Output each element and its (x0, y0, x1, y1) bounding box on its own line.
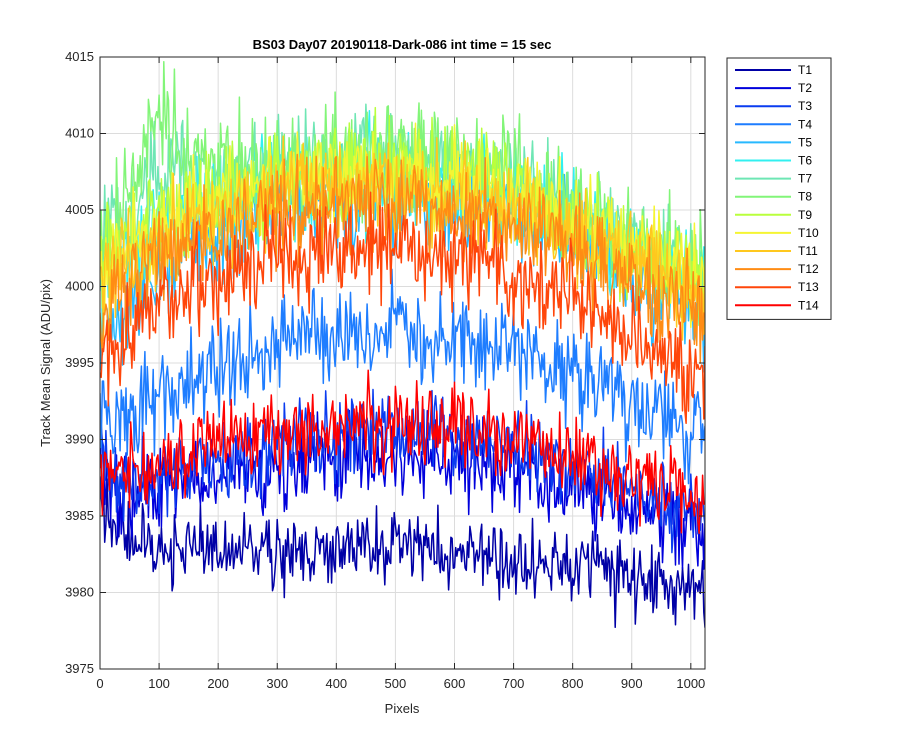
legend-label: T3 (798, 99, 812, 113)
y-axis-label: Track Mean Signal (ADU/pix) (38, 279, 53, 447)
series-line-t14 (100, 369, 705, 535)
legend-label: T1 (798, 63, 812, 77)
x-tick-label: 400 (325, 676, 347, 691)
y-tick-label: 3995 (65, 355, 94, 370)
x-tick-label: 600 (444, 676, 466, 691)
x-tick-label: 300 (266, 676, 288, 691)
y-tick-label: 3990 (65, 432, 94, 447)
x-tick-label: 0 (96, 676, 103, 691)
legend-label: T8 (798, 190, 812, 204)
legend-label: T6 (798, 154, 812, 168)
legend: T1 T2 T3 T4 T5 T6 T7 T8 T9 T10 T11 T12 T13 T14 (726, 57, 832, 320)
chart-title: BS03 Day07 20190118-Dark-086 int time = … (253, 37, 552, 52)
legend-label: T10 (798, 226, 819, 240)
legend-label: T11 (798, 244, 818, 258)
x-tick-label: 1000 (676, 676, 705, 691)
legend-label: T14 (798, 298, 819, 312)
series-line-t12 (100, 153, 705, 364)
x-tick-label: 100 (148, 676, 170, 691)
x-tick-label: 800 (562, 676, 584, 691)
y-tick-label: 4005 (65, 202, 94, 217)
y-tick-label: 3980 (65, 585, 94, 600)
x-tick-label: 700 (503, 676, 525, 691)
legend-box (726, 57, 832, 320)
y-tick-label: 4015 (65, 49, 94, 64)
x-tick-label: 900 (621, 676, 643, 691)
series-line-t13 (100, 191, 705, 425)
y-tick-label: 4010 (65, 126, 94, 141)
ticks: 0 100 200 300 400 500 600 700 800 900 1000 3975 3980… (65, 49, 705, 691)
legend-label: T2 (798, 81, 812, 95)
x-tick-label: 500 (385, 676, 407, 691)
legend-label: T4 (798, 117, 812, 131)
legend-label: T9 (798, 208, 812, 222)
legend-label: T5 (798, 135, 812, 149)
y-tick-label: 3975 (65, 661, 94, 676)
y-tick-label: 3985 (65, 508, 94, 523)
legend-label: T13 (798, 280, 819, 294)
y-tick-label: 4000 (65, 279, 94, 294)
series-line-t4 (100, 268, 705, 485)
legend-label: T7 (798, 172, 812, 186)
x-axis-label: Pixels (385, 701, 420, 716)
series-line-t1 (100, 478, 705, 629)
legend-label: T12 (798, 262, 819, 276)
series-layer (100, 61, 705, 629)
x-tick-label: 200 (207, 676, 229, 691)
